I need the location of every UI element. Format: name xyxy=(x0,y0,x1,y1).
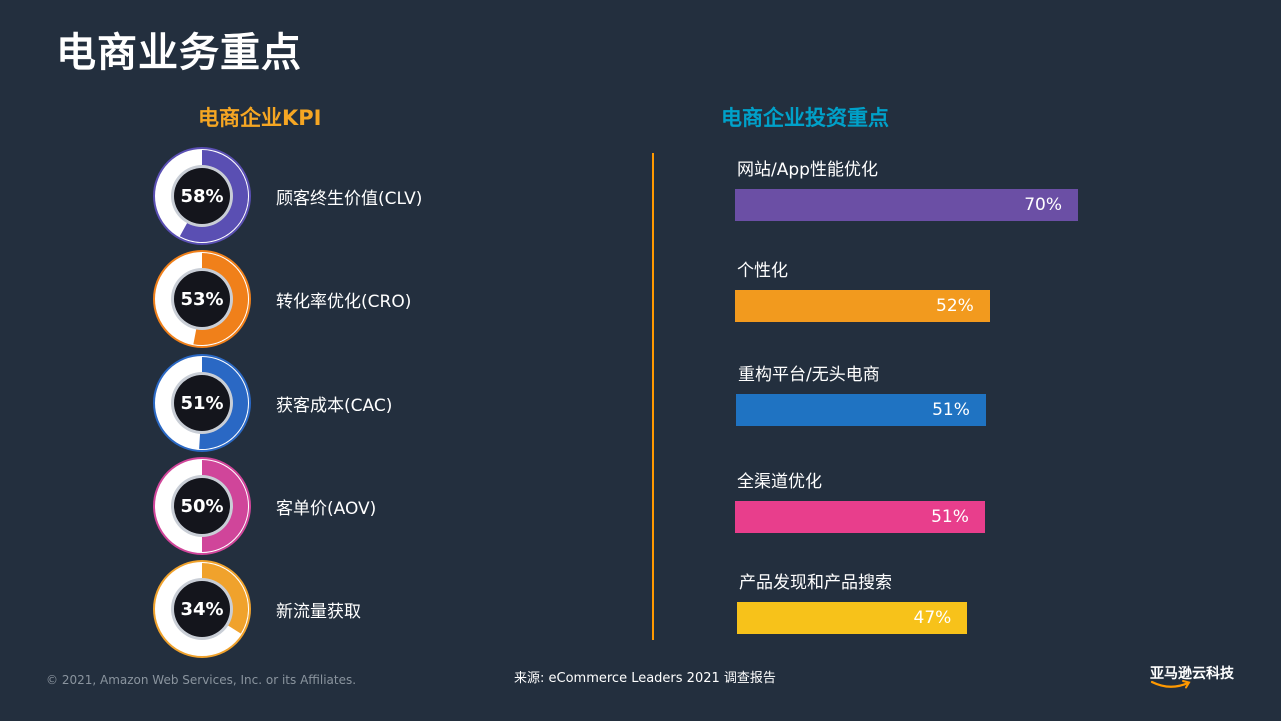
brand-logo: 亚马逊云科技 xyxy=(1150,663,1240,693)
kpi-label: 新流量获取 xyxy=(276,597,361,622)
kpi-value-label: 51% xyxy=(152,353,252,453)
kpi-label: 顾客终生价值(CLV) xyxy=(276,184,422,209)
bar-category-label: 全渠道优化 xyxy=(737,467,822,492)
bar: 51% xyxy=(736,394,986,426)
kpi-value-label: 34% xyxy=(152,559,252,659)
source-note: 来源: eCommerce Leaders 2021 调查报告 xyxy=(514,667,776,686)
kpi-label: 客单价(AOV) xyxy=(276,494,376,519)
kpi-item: 58% 顾客终生价值(CLV) xyxy=(152,146,552,246)
investment-section-title: 电商企业投资重点 xyxy=(721,102,889,132)
bar-value-label: 51% xyxy=(931,501,969,533)
page-title: 电商业务重点 xyxy=(56,20,302,78)
bar-value-label: 47% xyxy=(914,602,952,634)
bar-category-label: 重构平台/无头电商 xyxy=(738,360,880,385)
section-divider xyxy=(652,153,654,640)
kpi-item: 51% 获客成本(CAC) xyxy=(152,353,552,453)
bar: 47% xyxy=(737,602,967,634)
kpi-item: 53% 转化率优化(CRO) xyxy=(152,249,552,349)
kpi-item: 34% 新流量获取 xyxy=(152,559,552,659)
bar: 70% xyxy=(735,189,1078,221)
kpi-value-label: 53% xyxy=(152,249,252,349)
bar-value-label: 52% xyxy=(936,290,974,322)
kpi-section-title: 电商企业KPI xyxy=(198,102,321,132)
bar-category-label: 个性化 xyxy=(737,256,788,281)
kpi-item: 50% 客单价(AOV) xyxy=(152,456,552,556)
bar-category-label: 产品发现和产品搜索 xyxy=(739,568,892,593)
kpi-label: 获客成本(CAC) xyxy=(276,391,392,416)
copyright-text: © 2021, Amazon Web Services, Inc. or its… xyxy=(46,673,356,687)
bar-value-label: 51% xyxy=(932,394,970,426)
bar-category-label: 网站/App性能优化 xyxy=(737,155,878,180)
kpi-label: 转化率优化(CRO) xyxy=(276,287,411,312)
bar: 51% xyxy=(735,501,985,533)
bar: 52% xyxy=(735,290,990,322)
kpi-value-label: 58% xyxy=(152,146,252,246)
kpi-value-label: 50% xyxy=(152,456,252,556)
bar-value-label: 70% xyxy=(1024,189,1062,221)
smile-arrow-icon xyxy=(1150,679,1194,691)
